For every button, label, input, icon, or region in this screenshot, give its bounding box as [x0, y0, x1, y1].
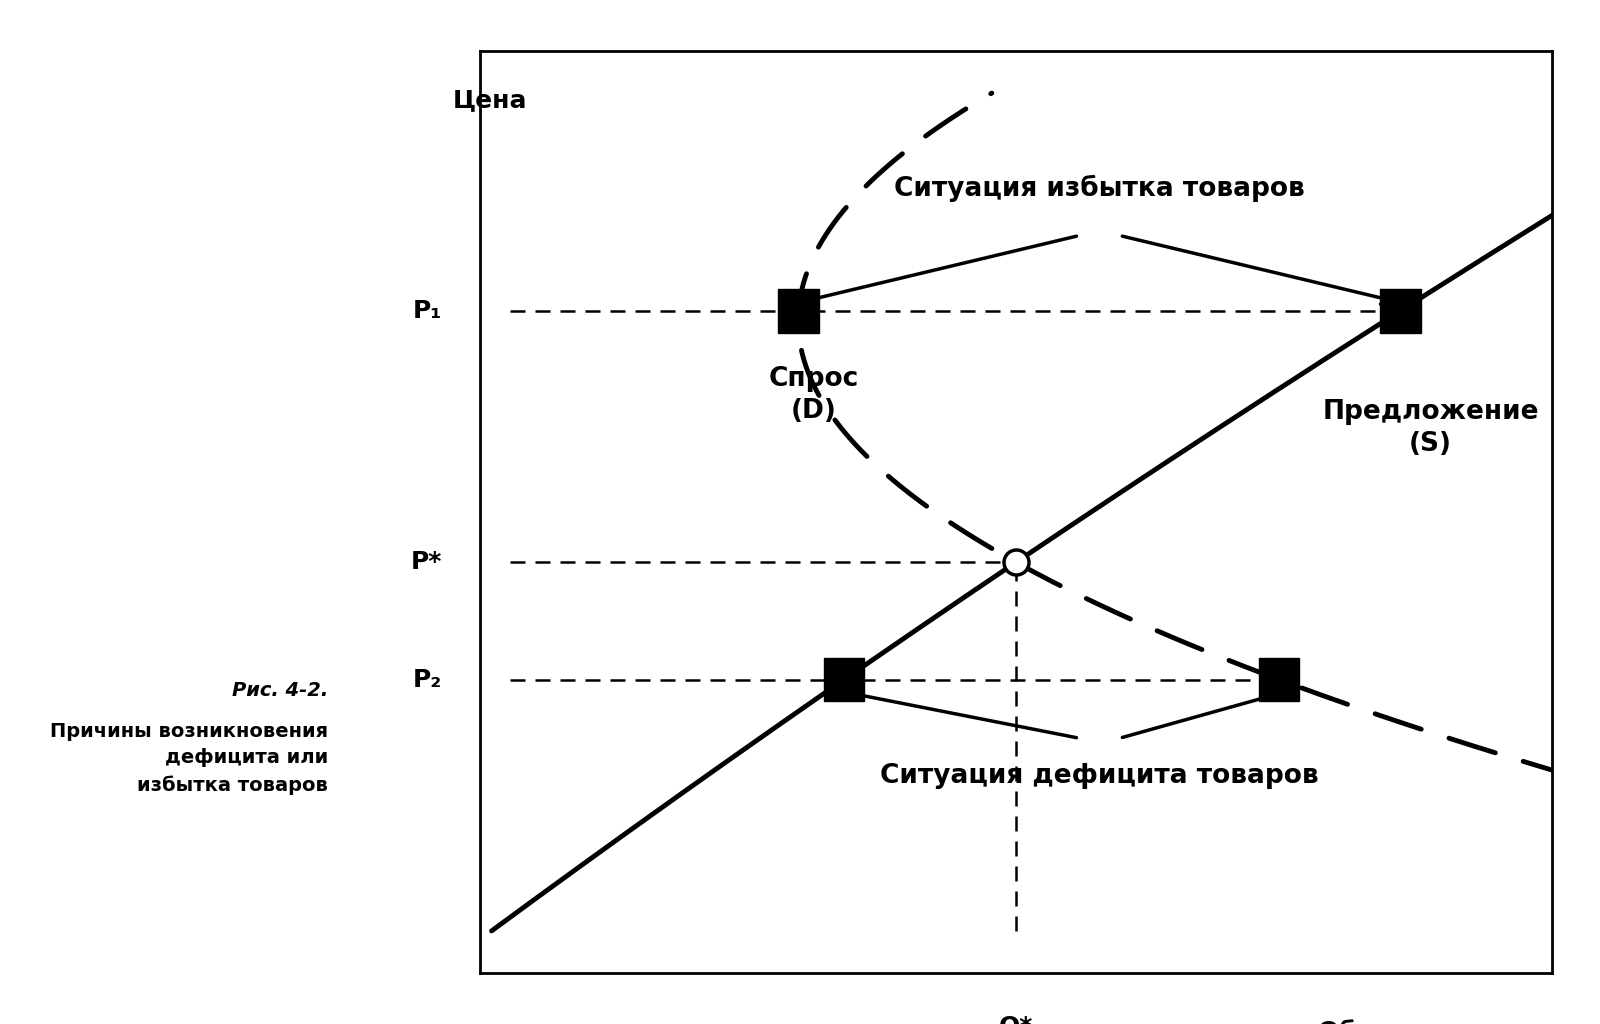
Bar [824, 657, 864, 701]
Bar [778, 289, 819, 333]
Text: P*: P* [411, 550, 443, 574]
Text: Спрос
(D): Спрос (D) [768, 366, 859, 424]
Text: Цена: Цена [453, 88, 528, 112]
Text: Q*: Q* [998, 1014, 1034, 1024]
Text: Ситуация дефицита товаров: Ситуация дефицита товаров [880, 763, 1318, 790]
Bar [1259, 657, 1299, 701]
Text: Причины возникновения
дефицита или
избытка товаров: Причины возникновения дефицита или избыт… [50, 722, 328, 795]
Text: Объем покупок: Объем покупок [1318, 1019, 1541, 1024]
Text: Ситуация избытка товаров: Ситуация избытка товаров [894, 175, 1306, 202]
Text: Рис. 4-2.: Рис. 4-2. [232, 681, 328, 700]
Text: P₂: P₂ [413, 668, 443, 691]
Bar [1381, 289, 1421, 333]
Text: Предложение
(S): Предложение (S) [1322, 399, 1539, 458]
Text: P₁: P₁ [413, 299, 443, 323]
